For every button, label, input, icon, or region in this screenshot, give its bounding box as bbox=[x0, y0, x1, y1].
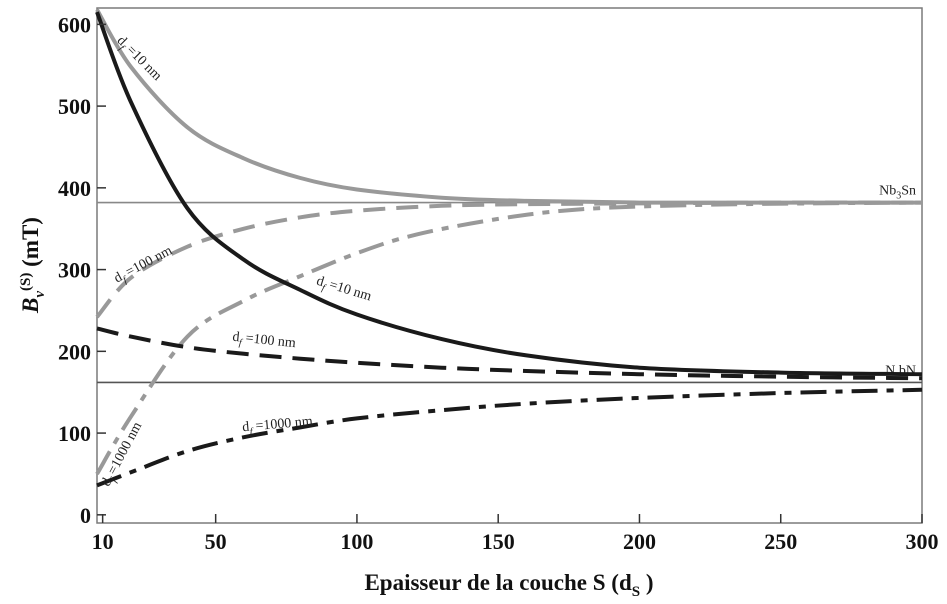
x-tick-label-5: 250 bbox=[764, 529, 797, 554]
x-tick-label-2: 100 bbox=[340, 529, 373, 554]
y-tick-label-5: 500 bbox=[58, 94, 91, 119]
ticks: 10 50 100 150 200 250 300 0 100 200 300 400 500 600 bbox=[58, 12, 939, 554]
reference-line-label-0: Nb3Sn bbox=[879, 184, 916, 202]
y-axis-title-sub: v bbox=[32, 291, 48, 298]
y-axis-title-unit: (mT) bbox=[18, 217, 43, 273]
plot-frame bbox=[96, 7, 923, 524]
y-axis-title: Bv(S) (mT) bbox=[18, 217, 48, 314]
curve-annotation-3: df =100 nm bbox=[231, 330, 296, 355]
x-tick-label-4: 200 bbox=[623, 529, 656, 554]
y-axis-title-sup: (S) bbox=[18, 273, 34, 291]
y-axis-title-main: B bbox=[18, 298, 43, 314]
series-line-2 bbox=[95, 200, 923, 476]
x-axis-title-main: Epaisseur de la couche S (d bbox=[364, 570, 632, 595]
series-line-4 bbox=[96, 326, 923, 381]
x-tick-label-3: 150 bbox=[482, 529, 515, 554]
curve-annotation-5: df =1000 nm bbox=[242, 414, 314, 438]
y-tick-label-1: 100 bbox=[58, 421, 91, 446]
x-axis-title-end: ) bbox=[640, 570, 653, 595]
x-axis-title-sub: S bbox=[632, 584, 640, 599]
y-tick-label-4: 400 bbox=[58, 176, 91, 201]
y-tick-label-0: 0 bbox=[80, 503, 91, 528]
y-tick-label-2: 200 bbox=[58, 339, 91, 364]
y-tick-label-3: 300 bbox=[58, 258, 91, 283]
series-line-3 bbox=[95, 11, 923, 377]
y-tick-label-6: 600 bbox=[58, 12, 91, 37]
x-tick-label-6: 300 bbox=[906, 529, 939, 554]
x-tick-label-0: 10 bbox=[92, 529, 114, 554]
x-axis-title: Epaisseur de la couche S (dS ) bbox=[364, 570, 653, 599]
series-group bbox=[95, 8, 923, 488]
series-line-5 bbox=[96, 387, 923, 488]
x-tick-label-1: 50 bbox=[205, 529, 227, 554]
